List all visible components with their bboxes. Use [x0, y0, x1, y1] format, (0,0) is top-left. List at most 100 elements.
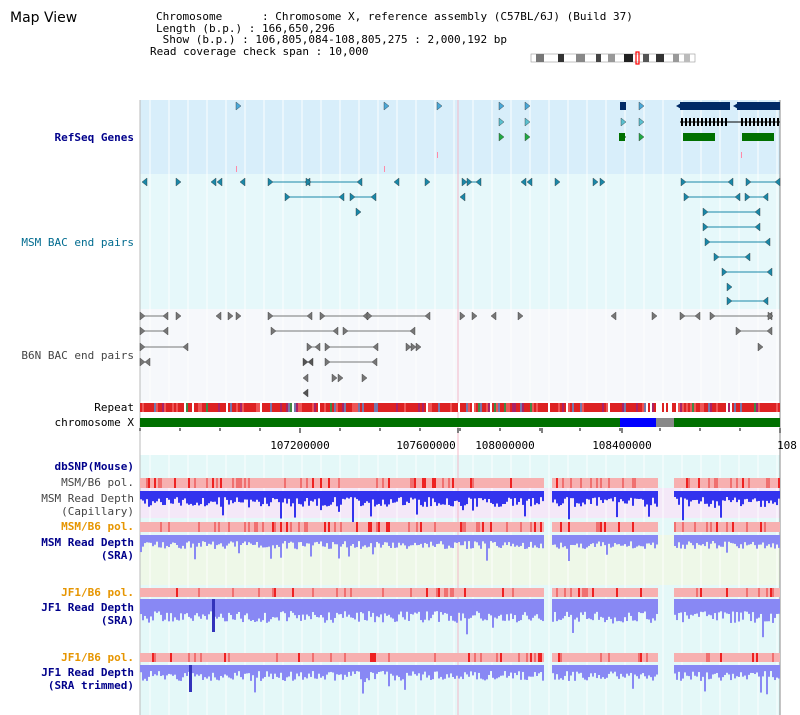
read-depth-bar [616, 491, 618, 518]
read-depth-bar [610, 535, 612, 548]
repeat-element [174, 403, 176, 412]
polymorphism-bar [140, 522, 142, 532]
gene-exon [749, 118, 751, 126]
read-depth-bar [710, 665, 712, 679]
b6n-bac-pair-end [267, 311, 274, 321]
track-label-msm-depth-capillary[interactable]: MSM Read Depth [41, 492, 134, 505]
polymorphism-bar [720, 588, 722, 597]
polymorphism-bar [260, 522, 262, 532]
read-depth-bar [754, 491, 756, 499]
repeat-element [728, 403, 730, 412]
repeat-element [726, 403, 728, 412]
polymorphism-bar [278, 522, 280, 532]
polymorphism-bar [204, 653, 206, 662]
read-depth-bar [384, 535, 386, 543]
polymorphism-bar [180, 478, 182, 488]
read-depth-bar [278, 665, 280, 678]
repeat-element [536, 403, 538, 412]
track-label-refseq[interactable]: RefSeq Genes [54, 131, 134, 144]
polymorphism-bar [680, 478, 682, 488]
repeat-element [170, 403, 172, 412]
track-label-msm-depth-sra[interactable]: MSM Read Depth [41, 536, 134, 549]
repeat-element [544, 403, 546, 412]
read-depth-bar [300, 491, 302, 505]
track-label-msm-pol-2[interactable]: MSM/B6 pol. [61, 520, 134, 533]
track-label-dbsnp[interactable]: dbSNP(Mouse) [54, 460, 134, 473]
repeat-element [516, 403, 518, 412]
polymorphism-bar [244, 478, 246, 488]
read-depth-bar [218, 665, 220, 681]
polymorphism-bar [742, 522, 744, 532]
repeat-element [192, 403, 194, 412]
track-label-msm-pol-1[interactable]: MSM/B6 pol. [61, 476, 134, 489]
read-depth-bar [202, 535, 204, 542]
polymorphism-bar [562, 478, 564, 488]
gene-exon [693, 118, 695, 126]
repeat-element [768, 403, 770, 412]
polymorphism-bar [484, 478, 486, 488]
read-depth-bar [434, 665, 436, 672]
read-depth-bar [266, 665, 268, 672]
read-depth-bar [774, 535, 776, 549]
gene-exon [773, 118, 775, 126]
polymorphism-bar [308, 588, 310, 597]
polymorphism-bar [730, 478, 732, 488]
polymorphism-bar [436, 653, 438, 662]
polymorphism-bar [504, 478, 506, 488]
polymorphism-bar [496, 653, 498, 662]
polymorphism-bar [478, 653, 480, 662]
chromosome-ideogram[interactable] [528, 51, 700, 65]
read-depth-bar [494, 491, 496, 507]
repeat-element [622, 403, 624, 412]
track-label-jf1-depth[interactable]: JF1 Read Depth [41, 601, 134, 614]
track-label-jf1-pol-1[interactable]: JF1/B6 pol. [61, 586, 134, 599]
polymorphism-bar [214, 653, 216, 662]
read-depth-bar [754, 599, 756, 623]
read-depth-bar [536, 491, 538, 504]
read-depth-bar [552, 491, 554, 503]
polymorphism-bar [154, 522, 156, 532]
polymorphism-bar [480, 522, 482, 532]
track-label-jf1-depth-trimmed[interactable]: JF1 Read Depth [41, 666, 134, 679]
read-depth-bar [590, 535, 592, 545]
b6n-bac-pair-end [270, 326, 277, 336]
polymorphism-bar [336, 522, 338, 532]
polymorphism-bar [434, 588, 436, 597]
polymorphism-bar [426, 478, 428, 488]
polymorphism-bar [466, 588, 468, 597]
repeat-element [180, 403, 182, 412]
track-label-b6n-bac[interactable]: B6N BAC end pairs [21, 349, 134, 362]
read-depth-bar [234, 599, 236, 620]
track-label-chromosome[interactable]: chromosome X [54, 416, 134, 429]
polymorphism-bar [494, 522, 496, 532]
repeat-element [776, 403, 778, 412]
polymorphism-bar [382, 588, 384, 597]
read-depth-bar [316, 491, 318, 506]
track-label-repeat[interactable]: Repeat [94, 401, 134, 414]
track-label-jf1-pol-2[interactable]: JF1/B6 pol. [61, 651, 134, 664]
read-depth-bar [236, 491, 238, 498]
polymorphism-bar [688, 478, 690, 488]
gene-arrow [498, 117, 505, 127]
read-depth-bar [382, 535, 384, 545]
read-depth-bar [678, 535, 680, 543]
polymorphism-bar [324, 478, 326, 488]
read-depth-bar [612, 599, 614, 624]
polymorphism-bar [280, 588, 282, 597]
repeat-element [344, 403, 346, 412]
repeat-element [484, 403, 486, 412]
polymorphism-bar [252, 478, 254, 488]
read-depth-bar [622, 599, 624, 623]
read-depth-bar [704, 665, 706, 692]
polymorphism-bar [538, 588, 540, 597]
read-depth-bar [704, 599, 706, 612]
track-label-msm-bac[interactable]: MSM BAC end pairs [21, 236, 134, 249]
polymorphism-bar [350, 522, 352, 532]
polymorphism-bar [280, 522, 282, 532]
read-depth-bar [452, 599, 454, 621]
polymorphism-bar [714, 588, 716, 597]
read-depth-bar [228, 599, 230, 613]
polymorphism-bar [418, 522, 420, 532]
polymorphism-bar [476, 588, 478, 597]
